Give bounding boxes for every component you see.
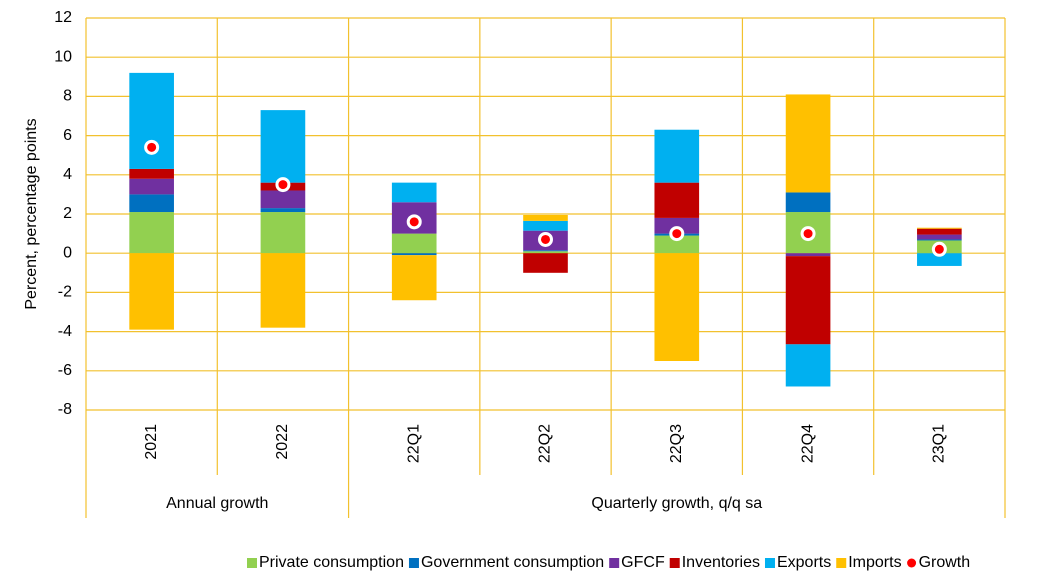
- y-tick-label: -2: [58, 284, 72, 301]
- x-tick-label: 22Q3: [668, 424, 685, 463]
- growth-dot: [406, 214, 422, 230]
- x-tick-label: 22Q1: [405, 424, 422, 463]
- bar-segment: [654, 235, 700, 254]
- bar-segment: [523, 214, 568, 221]
- bar-segment: [785, 256, 831, 345]
- legend-label: Private consumption: [259, 554, 404, 571]
- x-tick-label: 23Q1: [931, 424, 948, 463]
- bar-segment: [785, 344, 831, 387]
- y-tick-label: 0: [63, 244, 72, 261]
- growth-dot: [669, 226, 685, 242]
- bar-segment: [785, 253, 831, 257]
- bar-segment: [260, 208, 306, 213]
- bar-segment: [260, 253, 306, 328]
- y-tick-label: -6: [58, 362, 72, 379]
- legend-marker: [669, 558, 680, 568]
- y-tick-label: 6: [63, 127, 72, 144]
- bar-segment: [129, 178, 174, 195]
- bar-segment: [917, 253, 962, 266]
- bar-segment: [129, 194, 174, 213]
- x-tick-label: 2022: [274, 424, 291, 460]
- y-tick-label: 4: [63, 166, 72, 183]
- bar-segment: [917, 234, 962, 240]
- bar-segment: [917, 239, 962, 241]
- growth-dot: [144, 139, 160, 155]
- y-tick-label: 2: [63, 205, 72, 222]
- legend-label: Exports: [777, 554, 831, 571]
- bar-segment: [785, 94, 831, 193]
- y-tick-label: -4: [58, 323, 72, 340]
- bar-segment: [917, 227, 962, 229]
- group-label: Quarterly growth, q/q sa: [591, 495, 762, 512]
- bar-segment: [391, 233, 437, 254]
- bar-segment: [391, 255, 437, 301]
- y-axis-label: Percent, percentage points: [23, 118, 40, 309]
- x-tick-label: 22Q4: [799, 424, 816, 463]
- group-label: Annual growth: [166, 495, 268, 512]
- bar-segment: [654, 182, 700, 218]
- x-tick-label: 2021: [143, 424, 160, 460]
- bar-segment: [129, 212, 174, 254]
- growth-dot: [275, 177, 291, 193]
- bar-segment: [260, 190, 306, 209]
- bar-segment: [260, 212, 306, 254]
- bar-segment: [523, 250, 568, 252]
- bar-segment: [129, 168, 174, 179]
- legend-label: GFCF: [621, 554, 665, 571]
- y-tick-label: 8: [63, 88, 72, 105]
- x-tick-label: 22Q2: [537, 424, 554, 463]
- growth-dot: [538, 231, 553, 247]
- bar-segment: [391, 253, 437, 256]
- y-tick-label: -8: [58, 401, 72, 418]
- legend-marker: [408, 558, 419, 568]
- bar-segment: [654, 217, 700, 234]
- legend-marker: [609, 558, 620, 568]
- bar-segment: [917, 228, 962, 235]
- bar-segment: [391, 182, 437, 203]
- legend-marker: [907, 558, 917, 568]
- growth-dot: [800, 226, 816, 242]
- bar-segment: [523, 220, 568, 231]
- legend-marker: [247, 558, 257, 568]
- bar-segment: [785, 192, 831, 213]
- legend-label: Government consumption: [421, 554, 604, 571]
- bar-segment: [129, 253, 174, 330]
- y-tick-label: 12: [54, 9, 72, 26]
- legend-marker: [764, 558, 775, 568]
- y-tick-label: 10: [54, 48, 72, 65]
- bar-segment: [654, 129, 700, 183]
- bar-segment: [260, 110, 306, 183]
- bar-segment: [523, 251, 568, 254]
- legend-label: Inventories: [682, 554, 760, 571]
- bar-segment: [654, 253, 700, 361]
- legend-marker: [836, 558, 847, 568]
- legend-label: Imports: [848, 554, 901, 571]
- growth-dot: [931, 241, 947, 257]
- legend-label: Growth: [919, 554, 971, 571]
- bar-segment: [523, 253, 568, 273]
